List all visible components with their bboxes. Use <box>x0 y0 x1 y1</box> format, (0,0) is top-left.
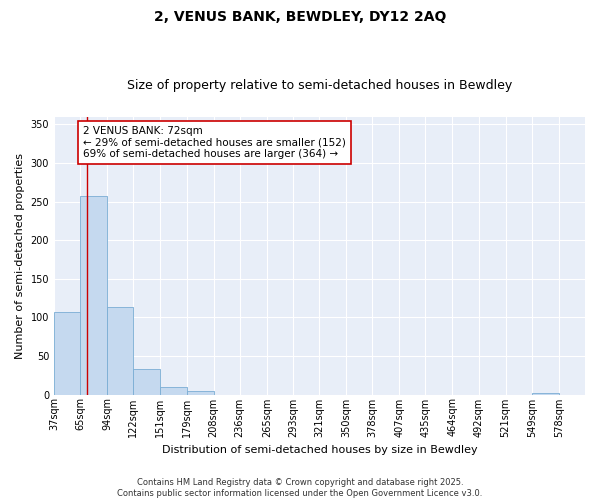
X-axis label: Distribution of semi-detached houses by size in Bewdley: Distribution of semi-detached houses by … <box>162 445 478 455</box>
Bar <box>54 312 80 394</box>
Bar <box>107 308 133 394</box>
Text: Contains HM Land Registry data © Crown copyright and database right 2025.
Contai: Contains HM Land Registry data © Crown c… <box>118 478 482 498</box>
Bar <box>187 390 214 394</box>
Bar <box>160 387 187 394</box>
Bar <box>80 196 107 394</box>
Text: 2, VENUS BANK, BEWDLEY, DY12 2AQ: 2, VENUS BANK, BEWDLEY, DY12 2AQ <box>154 10 446 24</box>
Title: Size of property relative to semi-detached houses in Bewdley: Size of property relative to semi-detach… <box>127 79 512 92</box>
Y-axis label: Number of semi-detached properties: Number of semi-detached properties <box>15 152 25 358</box>
Text: 2 VENUS BANK: 72sqm
← 29% of semi-detached houses are smaller (152)
69% of semi-: 2 VENUS BANK: 72sqm ← 29% of semi-detach… <box>83 126 346 159</box>
Bar <box>133 369 160 394</box>
Bar <box>532 393 559 394</box>
